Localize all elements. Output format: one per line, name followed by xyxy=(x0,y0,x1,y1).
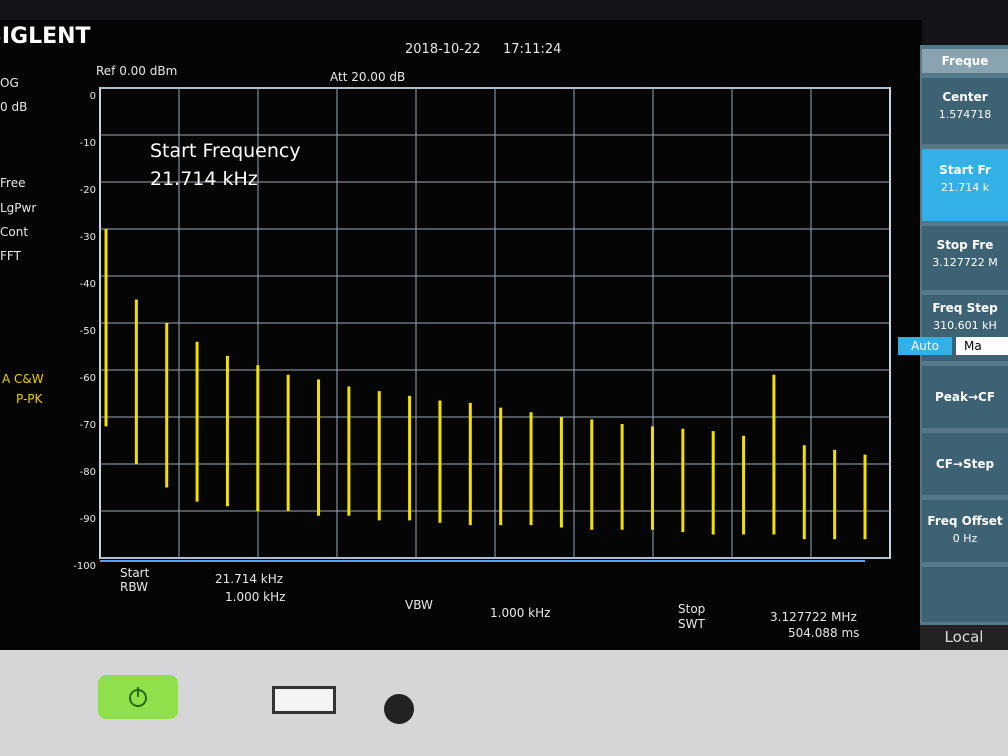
trace-info: P-PK xyxy=(16,392,43,406)
menu-label: Start Fr xyxy=(939,163,991,177)
time: 17:11:24 xyxy=(503,42,562,57)
menu-item-selected[interactable]: Start Fr 21.714 k xyxy=(922,149,1008,221)
menu-item[interactable]: CF→Step xyxy=(922,433,1008,495)
vbw-value: 1.000 kHz xyxy=(490,606,551,620)
y-tick-label: -50 xyxy=(80,326,96,337)
y-tick-label: -80 xyxy=(80,467,96,478)
y-tick-label: -70 xyxy=(80,420,96,431)
y-tick-label: 0 xyxy=(90,91,96,102)
rbw-label: RBW xyxy=(120,580,149,594)
menu-item[interactable]: Stop Fre 3.127722 M xyxy=(922,226,1008,290)
brand: SIGLENT xyxy=(0,24,91,49)
left-label: Free xyxy=(0,176,26,190)
y-tick-label: -10 xyxy=(80,138,96,149)
spectrum-plot: 0 -10 -20 -30 -40 -50 -60 -70 -80 -90 -100 xyxy=(73,87,891,572)
y-tick-label: -90 xyxy=(80,514,96,525)
y-tick-label: -20 xyxy=(80,185,96,196)
menu-value: 3.127722 M xyxy=(932,256,998,269)
menu-title: Freque xyxy=(922,49,1008,73)
rbw-value: 1.000 kHz xyxy=(225,590,286,604)
menu-value: 1.574718 xyxy=(938,108,992,121)
swt-value: 504.088 ms xyxy=(788,626,860,640)
bezel xyxy=(0,650,1008,756)
jack xyxy=(384,694,414,724)
start-value: 21.714 kHz xyxy=(215,572,284,586)
stop-value: 3.127722 MHz xyxy=(770,610,857,624)
menu-label: Center xyxy=(942,90,988,104)
menu-item[interactable]: Freq Step 310.601 kH Auto Ma xyxy=(898,295,1008,361)
swt-label: SWT xyxy=(678,617,705,631)
left-label: Cont xyxy=(0,225,29,239)
menu-value: 310.601 kH xyxy=(933,319,997,332)
left-label: LgPwr xyxy=(0,201,37,215)
start-label: Start xyxy=(120,566,150,580)
y-tick-label: -40 xyxy=(80,279,96,290)
menu-label: Freq Step xyxy=(932,301,998,315)
menu-item[interactable]: Peak→CF xyxy=(922,366,1008,428)
menu-value: 0 Hz xyxy=(952,532,978,545)
menu-item[interactable]: Freq Offset 0 Hz xyxy=(922,500,1008,562)
vbw-label: VBW xyxy=(405,598,433,612)
left-label: 0 dB xyxy=(0,100,28,114)
usb-port xyxy=(272,686,336,714)
menu-label: Freq Offset xyxy=(927,514,1003,528)
menu-item[interactable]: Center 1.574718 xyxy=(922,78,1008,144)
overlay-label: Start Frequency xyxy=(150,140,301,162)
date: 2018-10-22 xyxy=(405,42,481,57)
local-button[interactable]: Local xyxy=(920,625,1008,650)
power-icon xyxy=(129,687,147,707)
power-button[interactable] xyxy=(98,675,178,719)
auto-toggle[interactable]: Auto xyxy=(898,337,952,355)
screen: SIGLENT 2018-10-22 17:11:24 Ref 0.00 dBm… xyxy=(0,20,922,650)
menu-blank xyxy=(922,567,1008,622)
soft-menu: Freque Center 1.574718 Start Fr 21.714 k S… xyxy=(898,45,1008,650)
ref-level: Ref 0.00 dBm xyxy=(96,64,178,78)
left-label: FFT xyxy=(0,249,21,263)
stop-label: Stop xyxy=(678,602,706,616)
menu-label: Stop Fre xyxy=(936,238,994,252)
overlay-value: 21.714 kHz xyxy=(150,168,258,190)
y-tick-label: -60 xyxy=(80,373,96,384)
left-label: OG xyxy=(0,76,19,90)
y-tick-label: -100 xyxy=(73,561,96,572)
attenuation: Att 20.00 dB xyxy=(330,70,406,84)
trace-info: A C&W xyxy=(2,372,44,386)
menu-value: 21.714 k xyxy=(940,181,990,194)
manual-toggle[interactable]: Ma xyxy=(956,337,1008,355)
y-tick-label: -30 xyxy=(80,232,96,243)
